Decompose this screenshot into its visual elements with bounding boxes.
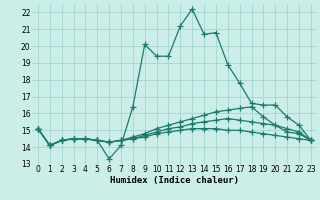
X-axis label: Humidex (Indice chaleur): Humidex (Indice chaleur) bbox=[110, 176, 239, 185]
